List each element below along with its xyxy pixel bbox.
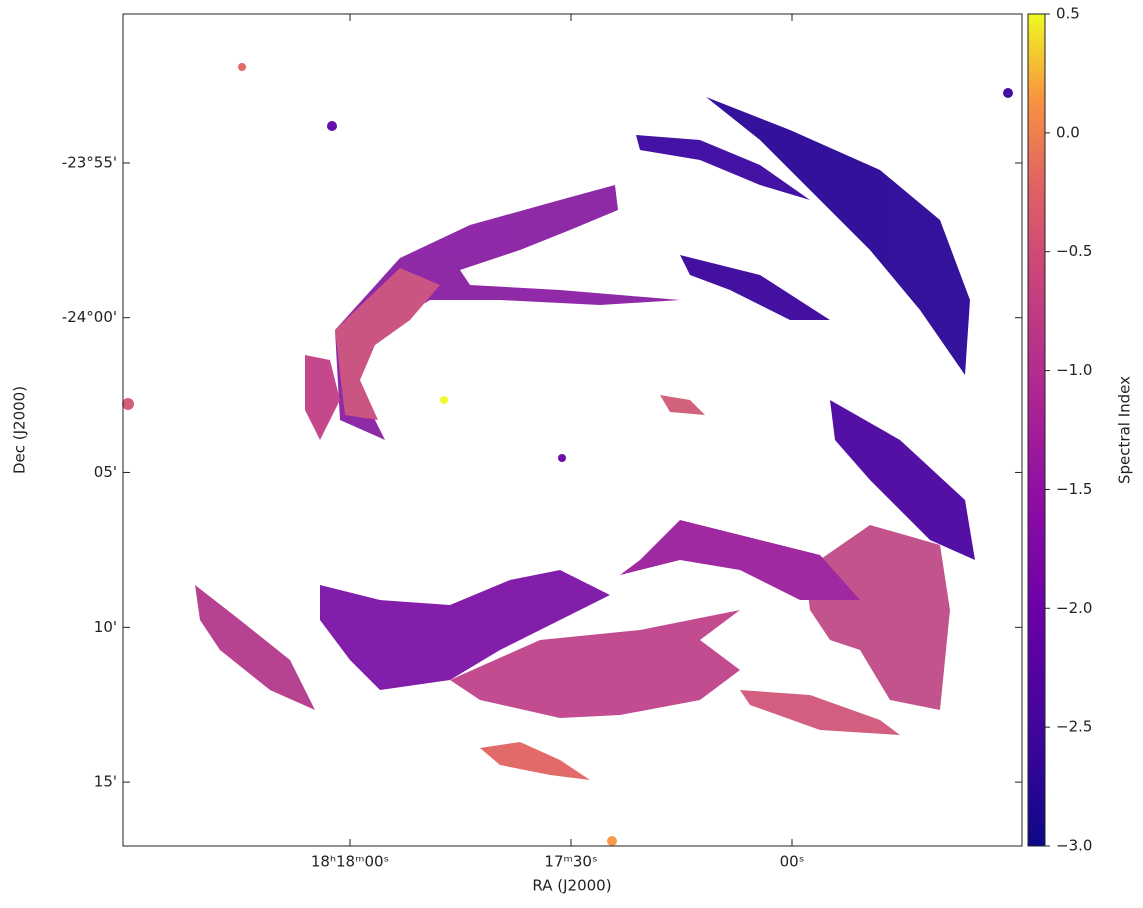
emission-region <box>122 398 134 410</box>
emission-region <box>305 355 340 440</box>
emission-region <box>607 836 617 846</box>
colorbar <box>1027 13 1046 847</box>
emission-region <box>320 570 610 690</box>
x-tick-label: 18ʰ18ᵐ00ˢ <box>311 853 389 871</box>
y-tick-label: -23°55' <box>62 153 117 171</box>
emission-region <box>680 255 830 320</box>
emission-region <box>706 97 970 375</box>
emission-region <box>238 63 246 71</box>
emission-region <box>660 395 705 415</box>
emission-region <box>335 185 680 440</box>
emission-region <box>450 610 740 718</box>
y-tick-label: 10' <box>94 618 117 636</box>
y-tick-label: -24°00' <box>62 308 117 326</box>
colorbar-tick-label: −3.0 <box>1056 837 1092 855</box>
emission-map <box>122 63 1013 846</box>
emission-region <box>805 525 950 710</box>
colorbar-tick-label: −2.5 <box>1056 718 1092 736</box>
colorbar-tick-label: 0.0 <box>1056 123 1080 141</box>
x-tick-label: 17ᵐ30ˢ <box>544 853 597 871</box>
plot-frame <box>122 13 1023 847</box>
emission-region <box>327 121 337 131</box>
emission-region <box>440 396 448 404</box>
emission-region <box>1003 88 1013 98</box>
colorbar-tick-label: −1.5 <box>1056 480 1092 498</box>
y-axis-label: Dec (J2000) <box>11 386 29 474</box>
colorbar-tick-label: −2.0 <box>1056 599 1092 617</box>
emission-region <box>195 585 315 710</box>
x-axis-label: RA (J2000) <box>532 877 611 895</box>
x-tick-label: 00ˢ <box>780 853 805 871</box>
y-tick-label: 15' <box>94 773 117 791</box>
emission-region <box>636 135 810 200</box>
colorbar-tick-label: −0.5 <box>1056 242 1092 260</box>
y-tick-label: 05' <box>94 463 117 481</box>
emission-region <box>600 520 860 600</box>
emission-region <box>558 454 566 462</box>
colorbar-label: Spectral Index <box>1116 376 1134 484</box>
colorbar-tick-label: 0.5 <box>1056 5 1080 23</box>
emission-region <box>740 690 900 735</box>
colorbar-tick-label: −1.0 <box>1056 361 1092 379</box>
emission-region <box>335 268 440 420</box>
emission-region <box>830 400 975 560</box>
axes <box>123 13 1050 847</box>
emission-region <box>480 742 590 780</box>
